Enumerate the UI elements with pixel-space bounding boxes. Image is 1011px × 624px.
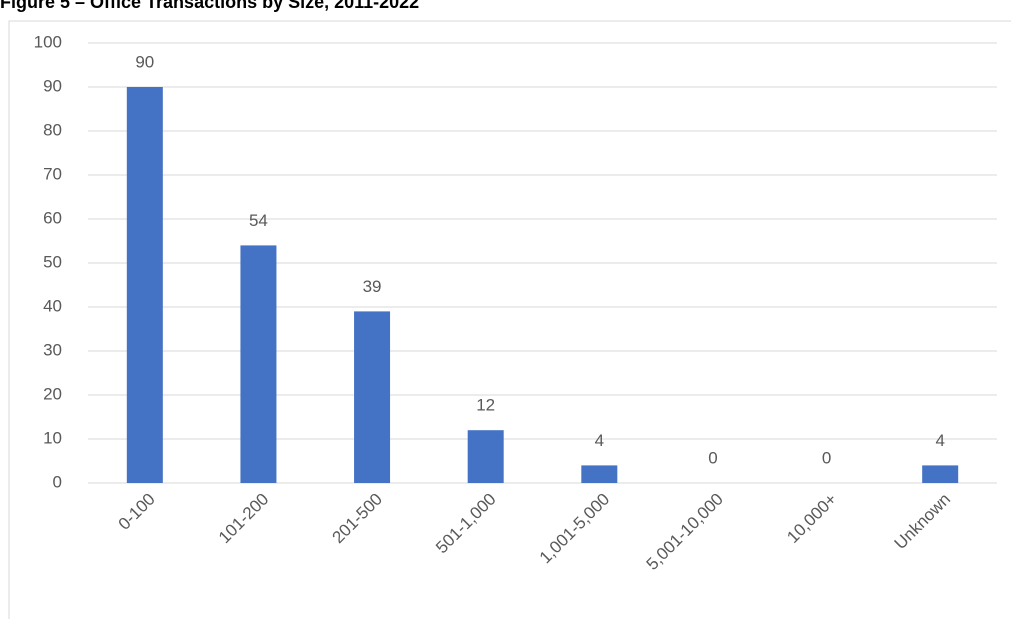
x-tick-label: 501-1,000 [432, 490, 500, 558]
bar [354, 311, 391, 483]
bar [240, 245, 277, 483]
data-label: 0 [822, 448, 831, 467]
y-tick-label: 30 [43, 340, 62, 359]
x-tick-label: 10,000+ [783, 490, 840, 547]
bar [467, 430, 504, 483]
y-tick-label: 40 [43, 296, 62, 315]
y-tick-label: 50 [43, 252, 62, 271]
x-tick-label: 1,001-5,000 [536, 490, 614, 568]
x-tick-label: 0-100 [115, 490, 159, 534]
data-label: 54 [249, 211, 268, 230]
bar [581, 465, 618, 483]
bar [922, 465, 959, 483]
data-label: 39 [363, 277, 382, 296]
y-tick-label: 100 [34, 32, 62, 51]
y-tick-label: 70 [43, 164, 62, 183]
x-tick-label: 101-200 [215, 490, 273, 548]
y-tick-label: 60 [43, 208, 62, 227]
y-tick-label: 20 [43, 384, 62, 403]
data-label: 4 [935, 431, 944, 450]
data-label: 0 [708, 448, 717, 467]
data-label: 90 [135, 52, 154, 71]
y-tick-label: 10 [43, 428, 62, 447]
x-tick-label: 5,001-10,000 [643, 490, 727, 574]
y-tick-label: 80 [43, 120, 62, 139]
chart-border [8, 20, 1011, 624]
data-label: 4 [595, 431, 604, 450]
bar [126, 87, 163, 483]
y-tick-label: 0 [53, 472, 62, 491]
x-tick-label: Unknown [891, 490, 955, 554]
x-tick-label: 201-500 [329, 490, 387, 548]
data-label: 12 [476, 396, 495, 415]
y-tick-label: 90 [43, 76, 62, 95]
chart-title: Figure 5 – Office Transactions by Size, … [0, 0, 419, 12]
